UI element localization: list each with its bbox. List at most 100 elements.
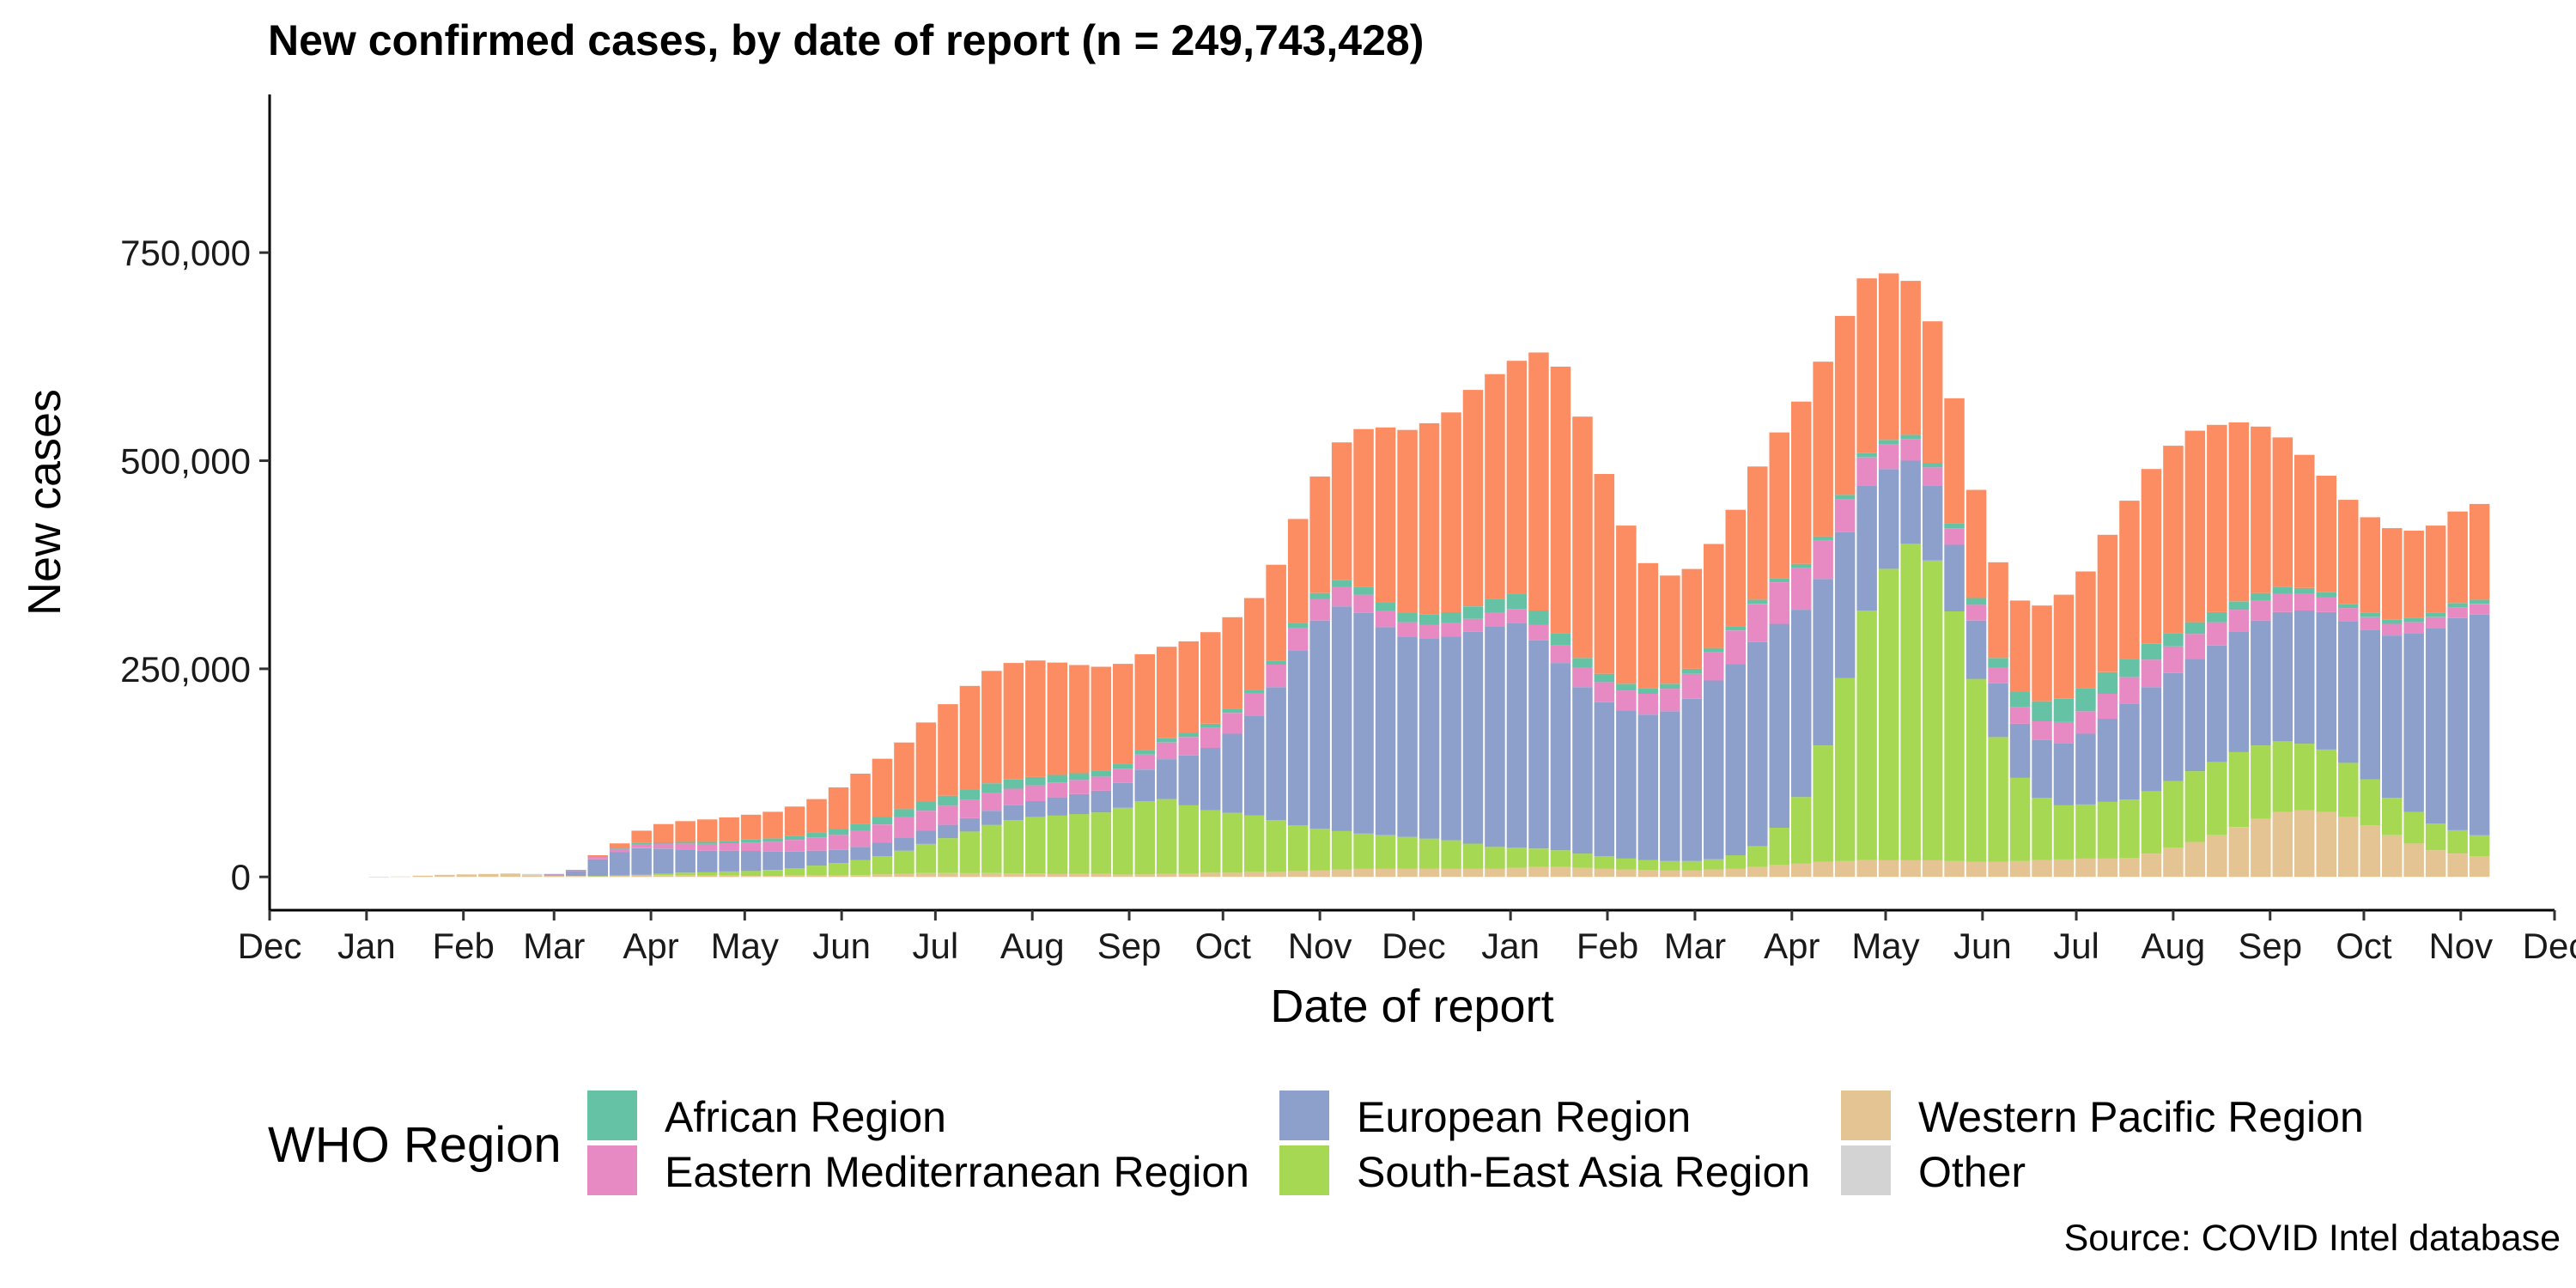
bar-segment bbox=[1441, 868, 1461, 878]
bar-segment bbox=[1681, 870, 1703, 878]
bar-segment bbox=[1856, 278, 1877, 453]
bar-segment bbox=[784, 875, 805, 878]
bar-segment bbox=[2425, 628, 2446, 824]
x-tick-label: Jan bbox=[337, 926, 396, 966]
x-tick-label: Sep bbox=[1097, 926, 1162, 966]
bar-segment bbox=[2251, 620, 2271, 746]
bar-segment bbox=[872, 874, 893, 878]
bar-segment bbox=[1091, 776, 1112, 791]
bar-segment bbox=[675, 875, 696, 878]
bar-segment bbox=[544, 874, 564, 875]
bar-segment bbox=[894, 850, 914, 874]
bar-segment bbox=[2382, 798, 2403, 835]
bar-segment bbox=[2316, 476, 2336, 592]
bar-segment bbox=[1594, 682, 1615, 702]
bar-segment bbox=[1091, 790, 1112, 813]
bar-segment bbox=[1572, 658, 1593, 668]
bar-segment bbox=[1047, 797, 1068, 816]
bar-segment bbox=[2163, 672, 2184, 781]
bar-segment bbox=[1462, 606, 1484, 619]
bar-segment bbox=[1266, 687, 1286, 821]
bar-segment bbox=[1134, 769, 1155, 801]
bar-segment bbox=[2032, 701, 2052, 721]
bar-segment bbox=[1441, 623, 1461, 637]
bar-segment bbox=[959, 817, 981, 832]
bar-segment bbox=[850, 823, 871, 830]
bar-segment bbox=[696, 841, 718, 844]
bar-segment bbox=[1243, 598, 1265, 690]
bar-segment bbox=[1266, 564, 1286, 661]
bar-segment bbox=[1157, 742, 1177, 760]
bar-segment bbox=[1266, 872, 1286, 878]
bar-segment bbox=[2228, 631, 2250, 752]
x-tick-label: Jul bbox=[2053, 926, 2099, 966]
bar-segment bbox=[1134, 801, 1155, 875]
bar-segment bbox=[1157, 799, 1177, 874]
bar-segment bbox=[1003, 873, 1024, 878]
bar-segment bbox=[1113, 782, 1133, 808]
bar-segment bbox=[1243, 690, 1265, 694]
bar-segment bbox=[1485, 598, 1505, 613]
bar-segment bbox=[631, 875, 652, 878]
bar-segment bbox=[740, 876, 762, 878]
bar-segment bbox=[1944, 544, 1965, 611]
bar-segment bbox=[2207, 622, 2227, 646]
bar-segment bbox=[2425, 617, 2446, 629]
bar-segment bbox=[1834, 495, 1856, 500]
bar-segment bbox=[1025, 660, 1046, 777]
bar-segment bbox=[915, 843, 937, 873]
bar-segment bbox=[1528, 352, 1549, 611]
bar-segment bbox=[2403, 811, 2424, 844]
bar-segment bbox=[2425, 823, 2446, 851]
bar-segment bbox=[938, 704, 958, 796]
bar-segment bbox=[1331, 442, 1352, 580]
bar-segment bbox=[1550, 367, 1571, 634]
bar-segment bbox=[2316, 592, 2336, 598]
bar-segment bbox=[806, 875, 827, 878]
bar-segment bbox=[1791, 797, 1812, 864]
bar-segment bbox=[959, 789, 981, 800]
bar-segment bbox=[2141, 643, 2162, 660]
bar-segment bbox=[850, 860, 871, 876]
bar-segment bbox=[1616, 526, 1637, 684]
bar-segment bbox=[696, 843, 718, 851]
bar-segment bbox=[2338, 500, 2359, 605]
bar-segment bbox=[1660, 870, 1680, 878]
x-tick-label: May bbox=[711, 926, 779, 966]
bar-segment bbox=[2294, 810, 2315, 878]
bar-segment bbox=[2184, 430, 2206, 623]
bar-segment bbox=[1572, 867, 1593, 878]
bar-segment bbox=[1681, 568, 1703, 669]
y-tick-label: 250,000 bbox=[120, 649, 251, 690]
bar-segment bbox=[784, 806, 805, 836]
bar-segment bbox=[2141, 469, 2162, 644]
bar-segment bbox=[1375, 627, 1396, 835]
bar-segment bbox=[1856, 453, 1877, 458]
bar-segment bbox=[872, 856, 893, 875]
bar-segment bbox=[1397, 622, 1418, 637]
bar-segment bbox=[719, 841, 739, 843]
bar-segment bbox=[1353, 586, 1374, 595]
bar-segment bbox=[2228, 751, 2250, 827]
bar-segment bbox=[1988, 667, 2008, 683]
bar-segment bbox=[850, 829, 871, 848]
bar-segment bbox=[1200, 632, 1221, 724]
bar-segment bbox=[1528, 611, 1549, 625]
bar-segment bbox=[544, 875, 564, 878]
bar-segment bbox=[2382, 619, 2403, 624]
bar-segment bbox=[696, 819, 718, 842]
bar-segment bbox=[2141, 659, 2162, 688]
bar-segment bbox=[1769, 865, 1789, 878]
bar-segment bbox=[1637, 870, 1659, 878]
bar-segment bbox=[2097, 671, 2118, 694]
bar-segment bbox=[1200, 723, 1221, 728]
bar-segment bbox=[1704, 647, 1724, 653]
legend-label: European Region bbox=[1357, 1093, 1692, 1141]
bar-segment bbox=[2338, 621, 2359, 763]
bar-segment bbox=[1747, 846, 1768, 867]
bar-segment bbox=[1550, 633, 1571, 646]
bar-segment bbox=[2338, 762, 2359, 817]
bar-segment bbox=[1725, 868, 1746, 878]
bar-segment bbox=[1157, 873, 1177, 878]
bar-segment bbox=[1550, 663, 1571, 851]
